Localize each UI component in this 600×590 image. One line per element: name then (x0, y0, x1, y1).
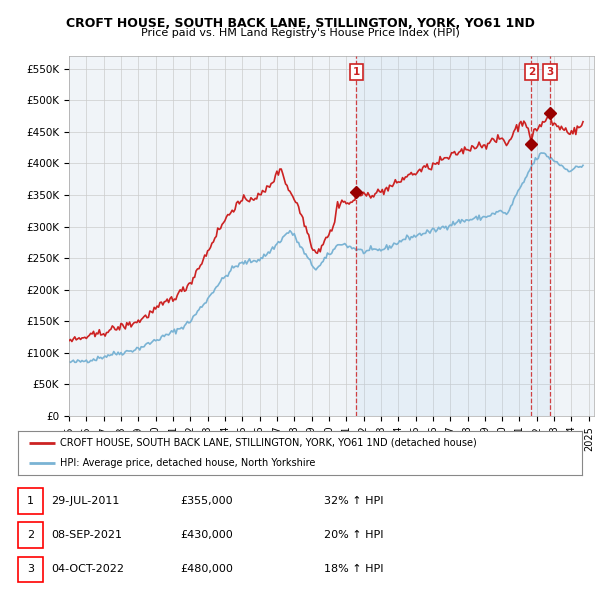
Text: HPI: Average price, detached house, North Yorkshire: HPI: Average price, detached house, Nort… (60, 458, 316, 468)
Text: 2: 2 (27, 530, 34, 540)
Text: 04-OCT-2022: 04-OCT-2022 (51, 565, 124, 574)
Text: 20% ↑ HPI: 20% ↑ HPI (324, 530, 383, 540)
Text: CROFT HOUSE, SOUTH BACK LANE, STILLINGTON, YORK, YO61 1ND: CROFT HOUSE, SOUTH BACK LANE, STILLINGTO… (65, 17, 535, 30)
Text: £430,000: £430,000 (180, 530, 233, 540)
Text: 2: 2 (528, 67, 535, 77)
Text: 3: 3 (546, 67, 553, 77)
Text: £355,000: £355,000 (180, 496, 233, 506)
Text: £480,000: £480,000 (180, 565, 233, 574)
Bar (356, 56, 550, 416)
Text: 1: 1 (353, 67, 360, 77)
Text: 32% ↑ HPI: 32% ↑ HPI (324, 496, 383, 506)
Text: 3: 3 (27, 565, 34, 574)
Text: 08-SEP-2021: 08-SEP-2021 (51, 530, 122, 540)
Text: 1: 1 (27, 496, 34, 506)
Text: CROFT HOUSE, SOUTH BACK LANE, STILLINGTON, YORK, YO61 1ND (detached house): CROFT HOUSE, SOUTH BACK LANE, STILLINGTO… (60, 438, 477, 448)
Text: 29-JUL-2011: 29-JUL-2011 (51, 496, 119, 506)
Text: 18% ↑ HPI: 18% ↑ HPI (324, 565, 383, 574)
Text: Price paid vs. HM Land Registry's House Price Index (HPI): Price paid vs. HM Land Registry's House … (140, 28, 460, 38)
